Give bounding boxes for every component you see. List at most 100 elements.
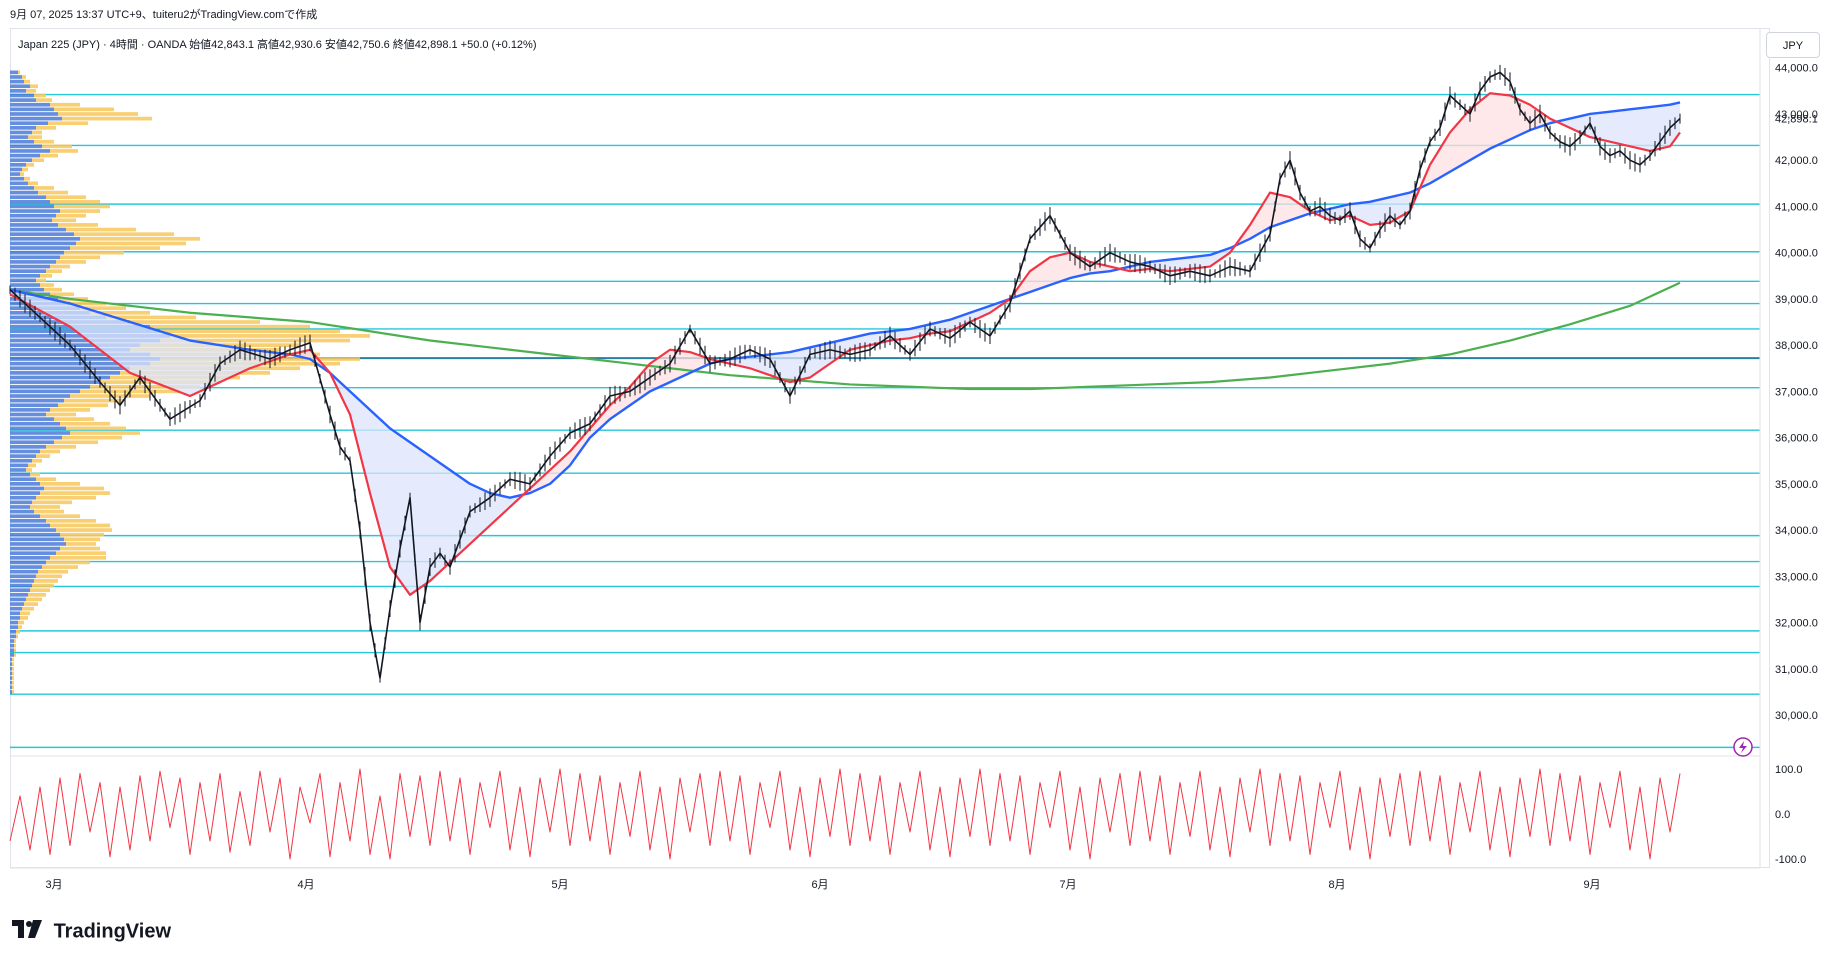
volume-profile-bar-down xyxy=(14,648,16,653)
volume-profile-bar-down xyxy=(64,537,100,542)
volume-profile-bar-up xyxy=(10,278,36,283)
volume-profile-bar-up xyxy=(10,121,48,126)
volume-profile-bar-down xyxy=(40,283,54,287)
volume-profile-bar-up xyxy=(10,463,28,468)
volume-profile-bar-up xyxy=(10,426,66,431)
time-axis-tick-label: 9月 xyxy=(1583,879,1600,891)
ema-slow-series[interactable] xyxy=(9,101,1681,499)
volume-profile-bar-up xyxy=(10,611,20,616)
volume-profile-bar-down xyxy=(64,250,124,255)
volume-profile-bar-down xyxy=(80,306,126,311)
volume-profile-bar-up xyxy=(10,255,60,260)
volume-profile-bar-up xyxy=(10,389,80,394)
volume-profile-bar-down xyxy=(46,518,96,523)
volume-profile-bar-up xyxy=(10,162,26,167)
volume-profile-bar-down xyxy=(12,680,14,685)
volume-profile-bar-down xyxy=(64,398,124,403)
ma-cloud-segment xyxy=(1610,109,1630,147)
volume-profile-bar-up xyxy=(10,227,66,232)
tradingview-logo[interactable]: TradingView xyxy=(12,920,171,944)
volume-profile-bar-up xyxy=(10,629,16,634)
volume-profile-bar-up xyxy=(10,616,20,620)
oscillator-axis-tick-label: 0.0 xyxy=(1775,809,1790,821)
volume-profile-bar-down xyxy=(34,579,58,583)
volume-profile-bar-up xyxy=(10,417,54,421)
volume-profile-bar-down xyxy=(56,213,86,218)
price-axis-tick-label: 34,000.0 xyxy=(1775,525,1818,537)
price-axis-tick-label: 43,000.0 xyxy=(1775,109,1818,121)
ma-cloud-segment xyxy=(70,303,130,373)
volume-profile-bar-up xyxy=(10,588,30,593)
volume-profile-bar-up xyxy=(10,546,60,551)
volume-profile-bar-down xyxy=(170,334,370,338)
volume-profile-bar-down xyxy=(20,616,28,620)
ema-slow-line xyxy=(9,101,1681,499)
volume-profile-bar-up xyxy=(10,102,50,107)
volume-profile-bar-up xyxy=(10,625,18,630)
volume-profile-bar-down xyxy=(66,227,136,232)
volume-profile-bar-down xyxy=(26,89,36,93)
volume-profile-bar-up xyxy=(10,458,32,463)
volume-profile-bar-up xyxy=(10,606,22,611)
price-axis-tick-label: 41,000.0 xyxy=(1775,201,1818,213)
volume-profile-bar-up xyxy=(10,394,70,398)
volume-profile-bar-down xyxy=(60,209,100,213)
volume-profile-bar-up xyxy=(10,565,42,569)
ma-cloud-segment xyxy=(390,428,410,595)
volume-profile-bar-down xyxy=(50,408,90,412)
volume-profile-bar-up xyxy=(10,495,36,500)
volume-profile-bar-up xyxy=(10,583,32,588)
ma-cloud-segment xyxy=(550,451,570,484)
volume-profile-bar-up xyxy=(10,657,12,662)
volume-profile-bar-down xyxy=(74,232,174,237)
price-axis-tick-label: 44,000.0 xyxy=(1775,63,1818,75)
volume-profile-bar-down xyxy=(48,121,88,126)
volume-profile-bar-up xyxy=(10,135,28,139)
volume-profile-bar-up xyxy=(10,218,52,223)
volume-profile-bar-down xyxy=(14,639,16,643)
volume-profile-bar-up xyxy=(10,509,34,514)
volume-profile-bar-up xyxy=(10,264,50,269)
volume-profile-bar-down xyxy=(36,125,56,130)
price-axis-tick-label: 39,000.0 xyxy=(1775,294,1818,306)
volume-profile-bar-down xyxy=(32,458,42,463)
alert-lightning-icon[interactable] xyxy=(1733,737,1753,757)
sma-long-series[interactable] xyxy=(9,281,1681,391)
volume-profile-bar-down xyxy=(42,144,72,149)
price-axis-tick-label: 31,000.0 xyxy=(1775,664,1818,676)
ma-cloud-segment xyxy=(1490,93,1510,149)
volume-profile-bar-down xyxy=(14,653,16,657)
tradingview-logo-icon xyxy=(12,920,42,944)
volume-profile-bar-down xyxy=(46,560,90,565)
volume-profile-bar-down xyxy=(46,195,86,200)
ma-cloud-segment xyxy=(1250,192,1270,239)
volume-profile-bar-up xyxy=(10,500,32,505)
volume-profile-bar-up xyxy=(10,213,56,218)
volume-profile-bar-down xyxy=(30,472,40,477)
volume-profile-bar-up xyxy=(10,172,20,176)
currency-selector[interactable]: JPY xyxy=(1766,32,1820,58)
volume-profile-bar-down xyxy=(42,565,78,569)
volume-profile-bar-up xyxy=(10,472,30,477)
volume-profile-bar-down xyxy=(40,449,60,454)
volume-profile-bar-down xyxy=(40,491,110,495)
volume-profile-bar-down xyxy=(22,606,34,611)
volume-profile-bar-down xyxy=(106,315,196,320)
volume-profile-bar-up xyxy=(10,204,54,209)
oscillator-series[interactable] xyxy=(9,768,1681,860)
volume-profile-bar-up xyxy=(10,648,14,653)
volume-profile-bar-up xyxy=(10,477,36,482)
volume-profile-bar-up xyxy=(10,167,22,172)
volume-profile-bar-down xyxy=(50,199,100,204)
ma-cloud-segment xyxy=(1050,252,1070,286)
volume-profile-bar-down xyxy=(160,329,340,334)
price-axis-tick-label: 40,000.0 xyxy=(1775,248,1818,260)
price-series[interactable] xyxy=(9,71,1681,679)
volume-profile-bar-down xyxy=(56,528,112,532)
volume-profile-bar-up xyxy=(10,223,58,227)
time-axis-tick-label: 3月 xyxy=(45,879,62,891)
volume-profile-bar-down xyxy=(24,79,30,84)
volume-profile-bar-down xyxy=(130,320,260,324)
volume-profile-bar-up xyxy=(10,176,24,181)
